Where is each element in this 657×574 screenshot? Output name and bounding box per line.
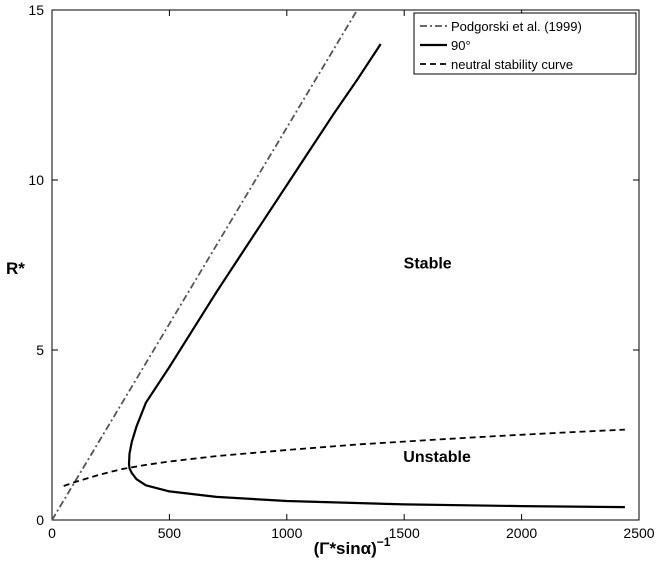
y-tick-label: 0 bbox=[36, 512, 44, 528]
series-line-podgorski-et-al-1999 bbox=[51, 9, 358, 521]
y-tick-label: 15 bbox=[28, 2, 44, 18]
x-axis-title-main: (Γ*sinα) bbox=[314, 539, 377, 558]
y-axis-title: R* bbox=[6, 259, 25, 278]
x-tick-label: 1500 bbox=[389, 525, 420, 541]
axis-ticks: 0 500 1000 1500 2000 2500 0 5 10 15 bbox=[28, 2, 654, 541]
x-tick-label: 1000 bbox=[271, 525, 302, 541]
x-tick-label: 0 bbox=[48, 525, 56, 541]
annotations-group: Stable Unstable bbox=[403, 255, 471, 466]
x-axis-title-superscript: −1 bbox=[377, 535, 391, 549]
plot-area-frame bbox=[51, 9, 640, 521]
annotation-stable: Stable bbox=[404, 255, 452, 272]
y-tick-label: 5 bbox=[36, 342, 44, 358]
legend: Podgorski et al. (1999) 90° neutral stabil… bbox=[413, 12, 637, 75]
annotation-unstable: Unstable bbox=[403, 449, 471, 466]
legend-label: Podgorski et al. (1999) bbox=[451, 19, 582, 34]
legend-label: 90° bbox=[451, 38, 471, 53]
x-tick-label: 2500 bbox=[623, 525, 654, 541]
series-group bbox=[51, 9, 625, 521]
y-tick-label: 10 bbox=[28, 172, 44, 188]
legend-label: neutral stability curve bbox=[451, 57, 573, 72]
x-tick-label: 500 bbox=[158, 525, 182, 541]
legend-box bbox=[413, 12, 637, 75]
series-line-90 bbox=[127, 43, 625, 509]
x-tick-label: 2000 bbox=[506, 525, 537, 541]
x-axis-title: (Γ*sinα)−1 bbox=[314, 535, 391, 558]
